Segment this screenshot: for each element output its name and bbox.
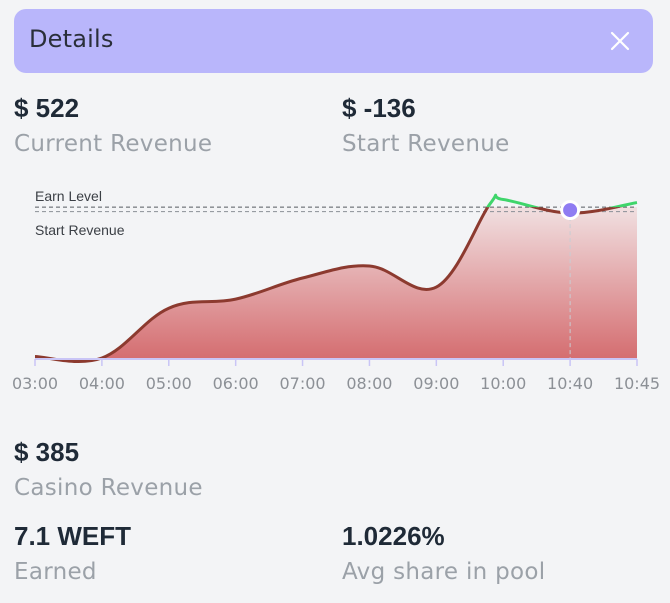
- close-button[interactable]: [605, 26, 635, 56]
- details-header: Details: [14, 9, 653, 73]
- earned-value: 7.1 WEFT: [14, 521, 132, 551]
- header-title: Details: [29, 25, 114, 53]
- revenue-area-fill: [35, 207, 637, 362]
- x-tick-label: 10:40: [547, 374, 593, 393]
- start-revenue-label: Start Revenue: [342, 131, 510, 157]
- x-tick-label: 10:00: [480, 374, 526, 393]
- current-revenue-value: $ 522: [14, 93, 80, 123]
- avg-share-stat: 1.0226% Avg share in pool: [342, 521, 546, 587]
- earn-level-annotation: Earn Level: [35, 188, 102, 204]
- avg-share-value: 1.0226%: [342, 521, 445, 551]
- x-tick-label: 03:00: [12, 374, 58, 393]
- revenue-line-below: [34, 207, 623, 364]
- x-tick-label: 10:45: [614, 374, 660, 393]
- start-revenue-stat: $ -136 Start Revenue: [342, 93, 510, 159]
- close-icon: [610, 31, 630, 51]
- casino-revenue-label: Casino Revenue: [14, 475, 203, 501]
- x-tick-label: 08:00: [346, 374, 392, 393]
- start-revenue-annotation: Start Revenue: [35, 222, 125, 238]
- x-tick-label: 07:00: [280, 374, 326, 393]
- x-tick-label: 06:00: [213, 374, 259, 393]
- revenue-chart-svg: 03:00 04:00 05:00 06:00 07:00 08:00 09:00 10:00…: [12, 188, 660, 393]
- current-revenue-label: Current Revenue: [14, 131, 213, 157]
- x-tick-label: 05:00: [146, 374, 192, 393]
- start-revenue-value: $ -136: [342, 93, 416, 123]
- current-point-marker: [560, 200, 581, 221]
- x-tick-label: 04:00: [79, 374, 125, 393]
- revenue-chart: 03:00 04:00 05:00 06:00 07:00 08:00 09:00 10:00…: [0, 170, 670, 414]
- current-revenue-stat: $ 522 Current Revenue: [14, 93, 212, 159]
- casino-revenue-value: $ 385: [14, 437, 80, 467]
- casino-revenue-stat: $ 385 Casino Revenue: [14, 437, 203, 503]
- avg-share-label: Avg share in pool: [342, 559, 546, 585]
- x-tick-label: 09:00: [413, 374, 459, 393]
- earned-label: Earned: [14, 559, 97, 585]
- earned-stat: 7.1 WEFT Earned: [14, 521, 131, 587]
- revenue-line-above: [486, 193, 638, 208]
